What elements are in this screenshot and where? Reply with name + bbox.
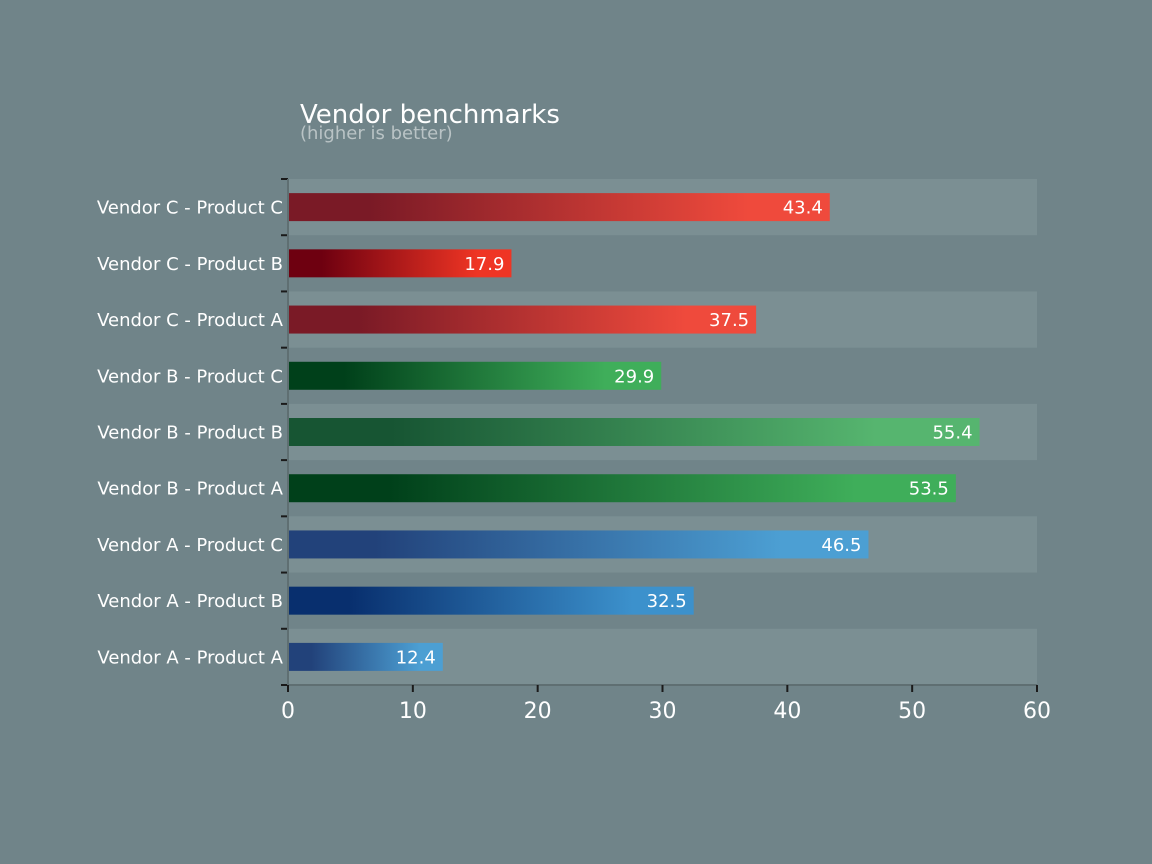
value-label: 37.5: [709, 310, 749, 331]
bar: [288, 249, 512, 278]
bar: [288, 361, 662, 390]
bar: [288, 642, 443, 671]
chart-subtitle: (higher is better): [300, 123, 453, 144]
value-label: 46.5: [821, 535, 861, 556]
bar: [288, 474, 956, 503]
category-label: Vendor A - Product B: [97, 591, 283, 612]
category-label: Vendor C - Product B: [97, 254, 283, 275]
x-tick-label: 0: [281, 699, 295, 724]
bars: [288, 193, 980, 671]
x-tick-label: 30: [649, 699, 677, 724]
category-label: Vendor A - Product A: [97, 647, 283, 668]
value-label: 12.4: [396, 647, 436, 668]
axes: 0 10 20 30 40 50 60: [281, 178, 1051, 724]
x-tick-label: 50: [898, 699, 926, 724]
x-tick-label: 10: [399, 699, 427, 724]
category-label: Vendor B - Product C: [97, 366, 283, 387]
value-label: 43.4: [783, 198, 823, 219]
value-label: 29.9: [614, 366, 654, 387]
category-label: Vendor B - Product A: [97, 479, 283, 500]
value-label: 53.5: [909, 479, 949, 500]
bar: [288, 193, 830, 222]
category-label: Vendor B - Product B: [97, 423, 283, 444]
chart-title: Vendor benchmarks: [300, 100, 560, 130]
bar: [288, 530, 869, 559]
bar: [288, 586, 694, 615]
value-label: 32.5: [647, 591, 687, 612]
bar: [288, 305, 757, 334]
value-label: 17.9: [464, 254, 504, 275]
x-tick-label: 20: [524, 699, 552, 724]
x-tick-label: 60: [1023, 699, 1051, 724]
bar: [288, 418, 980, 446]
x-tick-label: 40: [773, 699, 801, 724]
category-label: Vendor A - Product C: [97, 535, 283, 556]
category-labels: Vendor C - Product C Vendor C - Product B…: [97, 198, 284, 669]
category-label: Vendor C - Product A: [97, 310, 284, 331]
category-label: Vendor C - Product C: [97, 198, 283, 219]
value-label: 55.4: [932, 423, 972, 444]
value-labels: 43.4 17.9 37.5 29.9 55.4 53.5 46.5 32.5 12.4: [396, 198, 973, 669]
